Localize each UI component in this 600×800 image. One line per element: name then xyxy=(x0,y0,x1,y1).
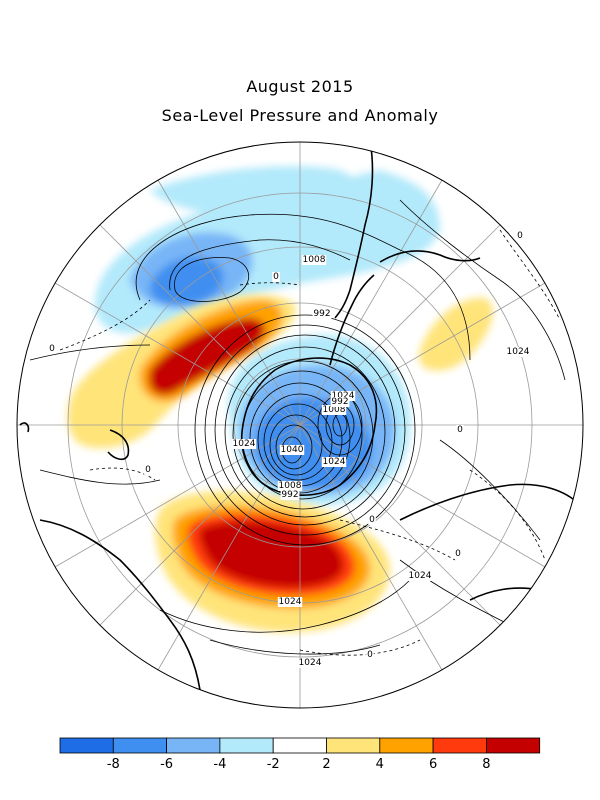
australia-outline xyxy=(399,483,581,521)
contour-label: 0 xyxy=(144,465,152,475)
colorbar-box xyxy=(219,737,274,754)
contour-label: 1008 xyxy=(321,405,347,415)
contour-label: 992 xyxy=(330,397,350,407)
contour-label: 1024 xyxy=(330,391,356,401)
map-title: August 2015 xyxy=(246,77,354,96)
colorbar-tick-label: 6 xyxy=(429,757,437,772)
contour-label: 1024 xyxy=(505,347,531,357)
colorbar-tick-label: 4 xyxy=(376,757,384,772)
antarctic-peninsula xyxy=(329,274,375,366)
svg-text:0: 0 xyxy=(369,515,375,525)
contour-label-layer: 1008992102410081024104010241008992102410… xyxy=(48,231,531,668)
contour-label: 1024 xyxy=(407,571,433,581)
contour-label: 0 xyxy=(454,549,462,559)
contour-label: 992 xyxy=(312,309,332,319)
contour-label: 0 xyxy=(516,231,524,241)
svg-text:1024: 1024 xyxy=(332,391,355,401)
africa-outline xyxy=(39,519,201,691)
contour-label: 992 xyxy=(280,490,300,500)
contour-label: 0 xyxy=(48,344,56,354)
svg-text:1024: 1024 xyxy=(299,658,322,668)
colorbar-tick-label: 2 xyxy=(322,757,330,772)
svg-text:1024: 1024 xyxy=(279,597,302,607)
colorbar-box xyxy=(59,737,114,754)
svg-text:0: 0 xyxy=(517,231,523,241)
contour-label: 1024 xyxy=(231,439,257,449)
colorbar-tick-labels: -8 -6 -4 -2 2 4 6 8 xyxy=(107,757,491,772)
svg-text:0: 0 xyxy=(273,272,279,282)
contour-label: 1024 xyxy=(297,658,323,668)
svg-text:992: 992 xyxy=(313,309,330,319)
colorbar-box xyxy=(326,737,381,754)
svg-text:1024: 1024 xyxy=(233,439,256,449)
svg-text:1040: 1040 xyxy=(281,445,304,455)
colorbar-boxes xyxy=(59,737,541,754)
colorbar-tick-label: -4 xyxy=(213,757,226,772)
positive-anomaly-indian-ocean xyxy=(155,491,390,633)
antarctica-outline xyxy=(240,357,378,496)
svg-text:0: 0 xyxy=(367,650,373,660)
svg-text:0: 0 xyxy=(457,425,463,435)
colorbar-tick-label: -6 xyxy=(160,757,173,772)
contour-label: 1024 xyxy=(277,597,303,607)
contour-label: 1040 xyxy=(279,445,305,455)
contour-label: 1008 xyxy=(301,255,327,265)
contour-label: 0 xyxy=(456,425,464,435)
contour-label: 1008 xyxy=(277,481,303,491)
colorbar-box xyxy=(166,737,221,754)
colorbar-tick-label: 8 xyxy=(482,757,490,772)
colorbar-tick-label: -8 xyxy=(107,757,120,772)
svg-text:1024: 1024 xyxy=(323,457,346,467)
colorbar-tick-label: -2 xyxy=(267,757,280,772)
svg-text:0: 0 xyxy=(455,549,461,559)
colorbar-box xyxy=(272,737,327,754)
svg-text:1008: 1008 xyxy=(279,481,302,491)
svg-text:1008: 1008 xyxy=(303,255,326,265)
contour-label: 0 xyxy=(366,650,374,660)
contour-label: 1024 xyxy=(321,457,347,467)
svg-text:0: 0 xyxy=(49,344,55,354)
map-subtitle: Sea-Level Pressure and Anomaly xyxy=(161,106,439,125)
colorbar-box xyxy=(112,737,168,754)
south-america-outline xyxy=(334,142,374,319)
positive-anomaly-south-atlantic xyxy=(67,294,296,449)
svg-text:1024: 1024 xyxy=(507,347,530,357)
map-boundary xyxy=(16,141,584,709)
svg-text:992: 992 xyxy=(331,397,348,407)
svg-text:0: 0 xyxy=(145,465,151,475)
svg-text:992: 992 xyxy=(281,490,298,500)
colorbar-box xyxy=(432,737,487,754)
colorbar-box xyxy=(485,737,541,754)
colorbar-box xyxy=(379,737,434,754)
contour-label: 0 xyxy=(368,515,376,525)
svg-text:1008: 1008 xyxy=(323,405,346,415)
contour-label: 0 xyxy=(272,272,280,282)
svg-text:1024: 1024 xyxy=(409,571,432,581)
